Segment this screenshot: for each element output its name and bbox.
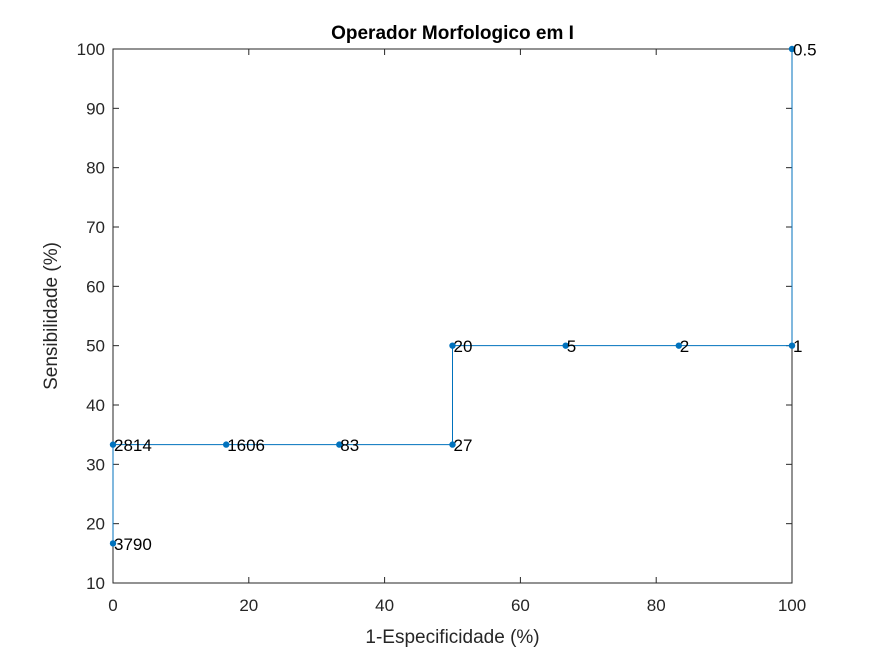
data-point [788, 342, 796, 349]
y-tick-label: 70 [86, 218, 105, 237]
x-tick-label: 100 [778, 596, 806, 615]
plot-area [113, 49, 792, 583]
data-point [109, 540, 117, 547]
x-tick-label: 40 [375, 596, 394, 615]
data-point [222, 441, 230, 448]
chart-title: Operador Morfologico em I [331, 23, 574, 44]
data-point [562, 342, 569, 349]
data-point-label: 1606 [227, 436, 265, 455]
data-point [449, 441, 456, 448]
data-point-label: 27 [454, 436, 473, 455]
data-point-label: 2814 [114, 436, 152, 455]
data-point-label: 3790 [114, 535, 152, 554]
y-tick-label: 40 [86, 396, 105, 415]
y-tick-label: 20 [86, 515, 105, 534]
data-point [675, 342, 683, 349]
y-tick-label: 60 [86, 277, 105, 296]
data-series [109, 45, 796, 547]
data-point-label: 0.5 [793, 41, 817, 60]
y-tick-label: 90 [86, 99, 105, 118]
data-point-label: 1 [793, 337, 802, 356]
data-point-label: 20 [454, 337, 473, 356]
series-line [112, 49, 793, 544]
x-tick-label: 60 [511, 596, 530, 615]
y-axis-label: Sensibilidade (%) [41, 242, 62, 390]
data-point-label: 5 [567, 337, 576, 356]
data-point-labels: 3790 2814 1606 83 27 20 5 2 1 0.5 [114, 41, 817, 554]
data-point [336, 441, 343, 448]
data-point [788, 45, 796, 53]
y-tick-label: 30 [86, 455, 105, 474]
x-tick-label: 0 [108, 596, 117, 615]
y-tick-label: 50 [86, 337, 105, 356]
x-tick-label: 20 [239, 596, 258, 615]
x-axis-label: 1-Especificidade (%) [365, 627, 539, 648]
y-tick-label: 100 [77, 40, 105, 59]
y-tick-label: 80 [86, 159, 105, 178]
data-point [449, 342, 456, 349]
y-tick-label: 10 [86, 574, 105, 593]
tick-labels: 0 20 40 60 80 100 10 20 30 40 50 60 70 80 90 100 [77, 40, 807, 615]
x-tick-label: 80 [647, 596, 666, 615]
data-point [109, 441, 117, 448]
data-point-label: 83 [340, 436, 359, 455]
data-point-label: 2 [680, 337, 689, 356]
